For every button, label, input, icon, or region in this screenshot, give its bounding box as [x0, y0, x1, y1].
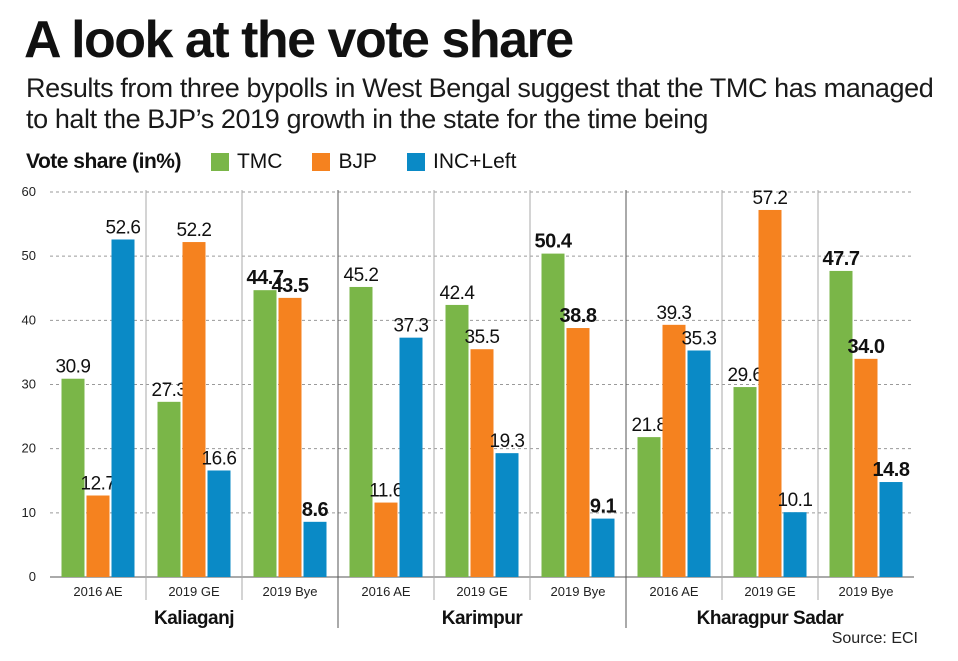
bar-inc-left — [687, 350, 711, 577]
chart-title: A look at the vote share — [24, 11, 574, 69]
x-tick-label: 2016 AE — [361, 584, 410, 599]
bar-inc-left — [399, 337, 423, 577]
legend-item-tmc: TMC — [210, 150, 283, 174]
bar-bjp — [182, 242, 206, 578]
x-tick-label: 2019 Bye — [263, 584, 318, 599]
group-label: Karimpur — [442, 608, 524, 629]
y-tick-label: 0 — [29, 569, 36, 584]
y-tick-label: 10 — [22, 505, 36, 520]
data-label-inc-left: 37.3 — [394, 316, 429, 337]
legend-item-bjp: BJP — [312, 150, 377, 174]
y-tick-label: 30 — [22, 377, 36, 392]
bar-tmc — [637, 437, 661, 577]
legend-label-bjp: BJP — [338, 150, 377, 173]
bar-bjp — [278, 297, 302, 577]
data-label-bjp: 38.8 — [560, 305, 597, 327]
bar-tmc — [541, 253, 565, 577]
bar-tmc — [61, 378, 85, 577]
bar-bjp — [470, 349, 494, 577]
legend-swatch-inc-left — [407, 153, 425, 171]
legend-swatch-tmc — [210, 153, 229, 171]
bar-bjp — [854, 358, 878, 577]
data-label-tmc: 27.3 — [152, 380, 187, 401]
group-label: Kharagpur Sadar — [697, 608, 845, 629]
bar-inc-left — [591, 518, 615, 577]
data-label-bjp: 34.0 — [848, 336, 885, 358]
data-label-tmc: 44.7 — [247, 267, 284, 289]
group-label: Kaliaganj — [154, 608, 234, 629]
legend-label-tmc: TMC — [236, 150, 283, 173]
bar-inc-left — [783, 512, 807, 577]
bar-inc-left — [879, 482, 903, 577]
x-tick-label: 2019 GE — [456, 584, 508, 599]
legend: Vote share (in%) TMC BJP INC+Left — [26, 148, 546, 176]
y-tick-label: 60 — [22, 184, 36, 199]
y-tick-label: 40 — [22, 312, 36, 327]
legend-label-inc-left: INC+Left — [433, 150, 517, 173]
data-label-tmc: 21.8 — [632, 415, 667, 436]
data-label-inc-left: 35.3 — [682, 328, 717, 349]
data-label-tmc: 29.6 — [728, 365, 763, 386]
bar-inc-left — [207, 470, 231, 577]
x-tick-label: 2016 AE — [649, 584, 698, 599]
bar-tmc — [349, 286, 373, 577]
bar-bjp — [758, 209, 782, 577]
data-label-bjp: 43.5 — [272, 275, 309, 297]
data-label-bjp: 12.7 — [81, 474, 116, 495]
data-label-bjp: 35.5 — [465, 327, 500, 348]
data-label-tmc: 47.7 — [823, 248, 860, 270]
bar-tmc — [829, 270, 853, 577]
data-label-inc-left: 8.6 — [302, 499, 329, 521]
bar-bjp — [566, 328, 590, 577]
data-label-tmc: 42.4 — [440, 283, 476, 304]
data-label-bjp: 11.6 — [369, 481, 403, 502]
data-label-inc-left: 19.3 — [490, 431, 525, 452]
legend-swatch-bjp — [312, 153, 331, 171]
y-tick-label: 50 — [22, 248, 36, 263]
bar-tmc — [157, 401, 181, 577]
x-tick-label: 2019 GE — [744, 584, 796, 599]
x-tick-label: 2019 GE — [168, 584, 220, 599]
legend-title: Vote share (in%) — [26, 150, 181, 173]
x-tick-label: 2019 Bye — [839, 584, 894, 599]
bar-inc-left — [495, 453, 519, 577]
data-label-tmc: 30.9 — [56, 357, 91, 378]
data-label-tmc: 50.4 — [535, 231, 573, 253]
chart-subtitle: Results from three bypolls in West Benga… — [26, 73, 934, 134]
data-label-bjp: 52.2 — [177, 220, 212, 241]
bar-bjp — [86, 495, 110, 577]
bar-bjp — [374, 502, 398, 577]
data-label-bjp: 57.2 — [753, 188, 788, 209]
bar-tmc — [253, 290, 277, 577]
bar-tmc — [445, 304, 469, 577]
data-label-inc-left: 14.8 — [873, 459, 910, 481]
bar-tmc — [733, 387, 757, 577]
y-tick-label: 20 — [22, 441, 36, 456]
data-label-inc-left: 52.6 — [106, 217, 141, 238]
legend-item-inc-left: INC+Left — [407, 150, 516, 174]
data-label-bjp: 39.3 — [657, 303, 692, 324]
bar-inc-left — [111, 239, 135, 577]
x-tick-label: 2019 Bye — [551, 584, 606, 599]
source-note: Source: ECI — [831, 630, 918, 647]
data-label-tmc: 45.2 — [344, 265, 379, 286]
data-label-inc-left: 10.1 — [778, 490, 813, 511]
x-tick-label: 2016 AE — [73, 584, 122, 599]
data-label-inc-left: 9.1 — [590, 496, 617, 518]
data-label-inc-left: 16.6 — [202, 448, 237, 469]
bar-inc-left — [303, 521, 327, 577]
bar-bjp — [662, 324, 686, 577]
